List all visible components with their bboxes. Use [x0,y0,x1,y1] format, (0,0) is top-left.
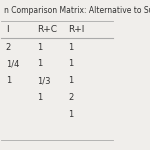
Text: 1: 1 [37,59,42,68]
Text: n Comparison Matrix: Alternative to Su: n Comparison Matrix: Alternative to Su [4,6,150,15]
Text: I: I [6,25,9,34]
Text: R+C: R+C [37,25,57,34]
Text: 1: 1 [68,59,74,68]
Text: R+I: R+I [68,25,85,34]
Text: 1/3: 1/3 [37,76,51,85]
Text: 1: 1 [37,43,42,52]
Text: 1: 1 [68,43,74,52]
Text: 1: 1 [68,76,74,85]
Text: 1: 1 [6,76,11,85]
Text: 1: 1 [68,110,74,119]
Text: 1: 1 [37,93,42,102]
Text: 1/4: 1/4 [6,59,19,68]
Text: 2: 2 [68,93,74,102]
Text: 2: 2 [6,43,11,52]
